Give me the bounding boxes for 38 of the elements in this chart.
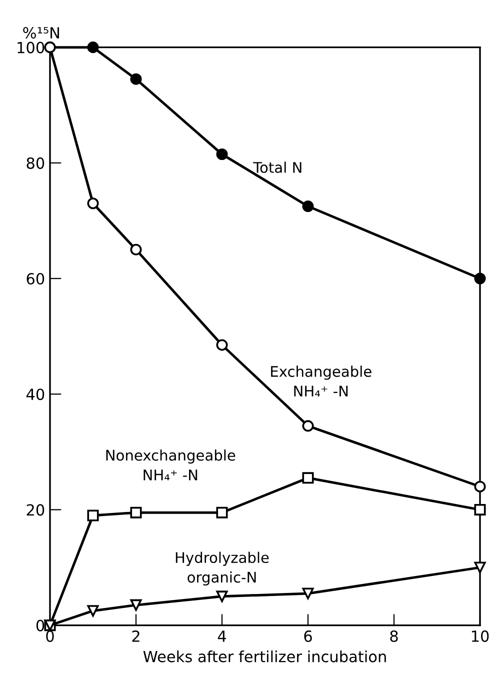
point — [216, 339, 228, 351]
point — [302, 420, 314, 432]
point — [87, 42, 99, 54]
point — [302, 200, 314, 212]
point — [216, 590, 228, 602]
x-tick-label: 4 — [218, 630, 226, 642]
point — [216, 506, 228, 518]
x-tick-label: 8 — [390, 630, 398, 642]
point — [87, 605, 99, 617]
y-tick-label: 20 — [26, 504, 44, 516]
series-label: Total N — [253, 162, 302, 173]
point — [474, 504, 486, 516]
point — [87, 198, 99, 210]
y-tick-label: 40 — [26, 388, 44, 400]
point — [130, 599, 142, 611]
y-tick-label: 60 — [26, 272, 44, 285]
x-axis-title: Weeks after fertilizer incubation — [143, 650, 386, 662]
point — [216, 148, 228, 160]
x-tick-label: 6 — [304, 630, 312, 642]
point — [130, 506, 142, 518]
x-tick-label: 0 — [46, 630, 54, 642]
series-label: Exchangeable NH₄⁺ -N — [271, 366, 372, 396]
point — [302, 472, 314, 484]
point — [474, 480, 486, 492]
point — [474, 272, 486, 284]
point — [130, 73, 142, 85]
point — [302, 588, 314, 600]
point — [87, 510, 99, 522]
y-axis-title: %¹⁵N — [23, 27, 59, 39]
point — [474, 562, 486, 574]
y-tick-label: 0 — [36, 620, 44, 632]
series-label: Nonexchangeable NH₄⁺ -N — [106, 449, 236, 480]
point — [130, 244, 142, 256]
x-tick-label: 2 — [132, 630, 140, 642]
x-tick-label: 10 — [472, 630, 489, 642]
series-label: Hydrolyzable organic-N — [176, 552, 269, 586]
y-tick-label: 80 — [26, 157, 44, 169]
y-tick-label: 100 — [18, 42, 44, 54]
